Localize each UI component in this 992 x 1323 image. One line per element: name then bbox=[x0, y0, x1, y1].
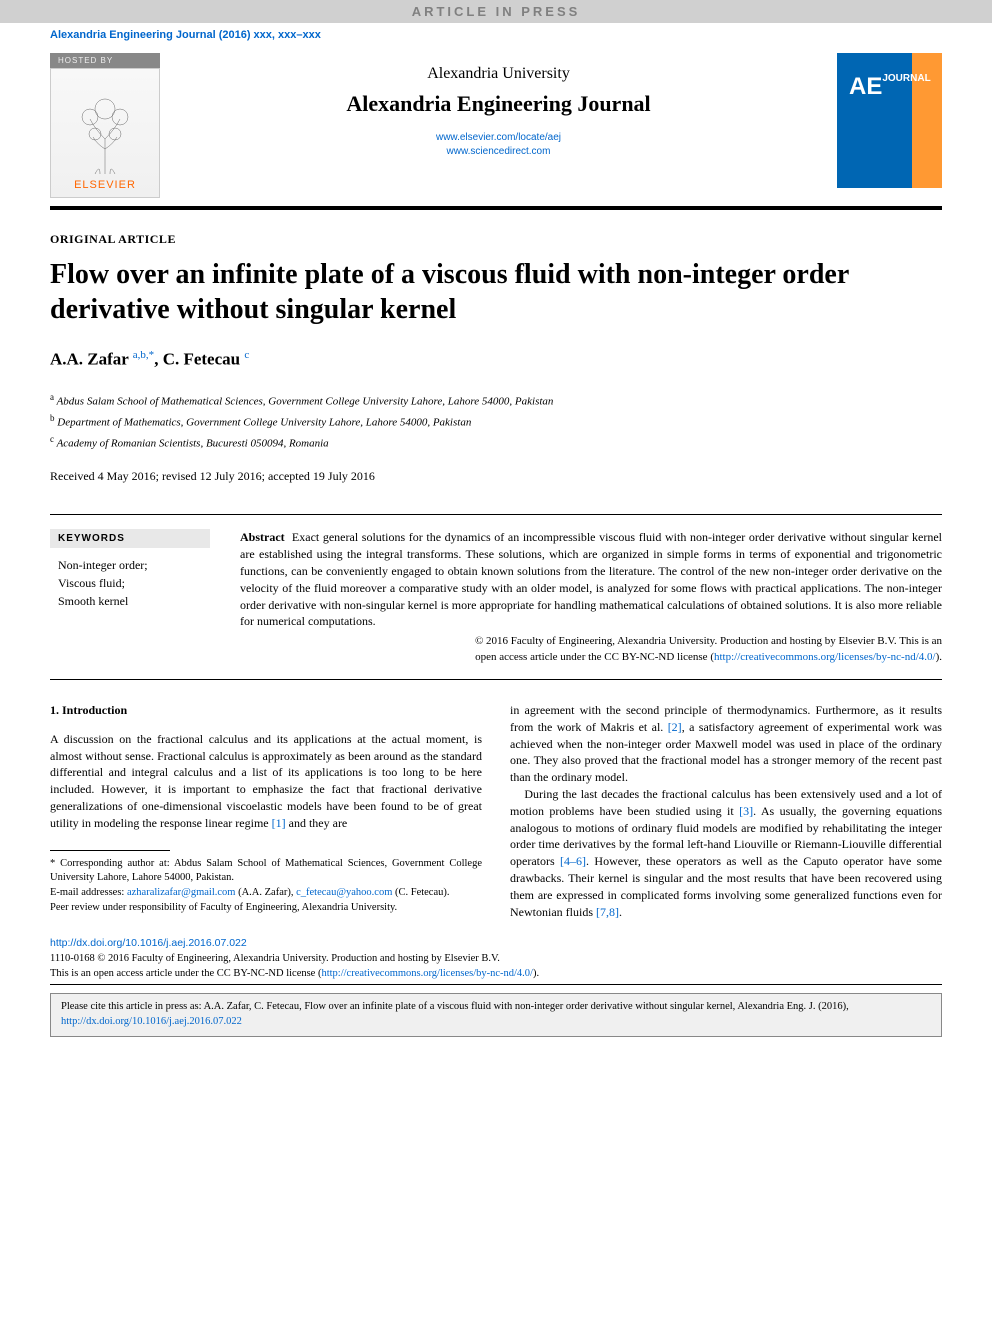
masthead: HOSTED BY ELSEVIER Alexandria University… bbox=[0, 45, 992, 206]
body-columns: 1. Introduction A discussion on the frac… bbox=[50, 702, 942, 920]
hosted-by-box: HOSTED BY ELSEVIER bbox=[50, 53, 160, 198]
copyright-line: © 2016 Faculty of Engineering, Alexandri… bbox=[240, 634, 942, 665]
article-type: ORIGINAL ARTICLE bbox=[50, 232, 942, 247]
citation-header: Alexandria Engineering Journal (2016) xx… bbox=[0, 23, 992, 45]
citation-box: Please cite this article in press as: A.… bbox=[50, 993, 942, 1036]
affiliation-b: Department of Mathematics, Government Co… bbox=[57, 417, 471, 429]
email-link-1[interactable]: azharalizafar@gmail.com bbox=[127, 887, 235, 898]
divider bbox=[50, 514, 942, 515]
email-link-2[interactable]: c_fetecau@yahoo.com bbox=[296, 887, 392, 898]
column-right: in agreement with the second principle o… bbox=[510, 702, 942, 920]
abstract-text: Abstract Exact general solutions for the… bbox=[240, 529, 942, 665]
elsevier-logo: ELSEVIER bbox=[50, 68, 160, 198]
ref-link-1[interactable]: [1] bbox=[272, 816, 286, 830]
abstract-label: Abstract bbox=[240, 530, 285, 544]
oa-cc-link[interactable]: http://creativecommons.org/licenses/by-n… bbox=[321, 968, 533, 979]
footnotes: * Corresponding author at: Abdus Salam S… bbox=[50, 857, 482, 916]
hosted-by-label: HOSTED BY bbox=[50, 53, 160, 68]
keywords-heading: KEYWORDS bbox=[50, 529, 210, 548]
doi-link[interactable]: http://dx.doi.org/10.1016/j.aej.2016.07.… bbox=[50, 937, 247, 949]
col2-paragraph-2: During the last decades the fractional c… bbox=[510, 786, 942, 920]
issn-line: 1110-0168 © 2016 Faculty of Engineering,… bbox=[50, 952, 942, 967]
author-1-affil[interactable]: a,b,* bbox=[133, 349, 154, 361]
ref-link-4-6[interactable]: [4–6] bbox=[560, 854, 586, 868]
ref-link-7-8[interactable]: [7,8] bbox=[596, 905, 619, 919]
open-access-line: This is an open access article under the… bbox=[50, 967, 942, 982]
author-1: A.A. Zafar bbox=[50, 350, 129, 369]
abstract-section: KEYWORDS Non-integer order; Viscous flui… bbox=[50, 529, 942, 665]
affiliation-a: Abdus Salam School of Mathematical Scien… bbox=[57, 395, 554, 407]
author-2-affil[interactable]: c bbox=[244, 349, 249, 361]
article-title: Flow over an infinite plate of a viscous… bbox=[50, 257, 942, 327]
footnote-rule bbox=[50, 850, 170, 851]
col2-paragraph-1: in agreement with the second principle o… bbox=[510, 702, 942, 786]
ref-link-3[interactable]: [3] bbox=[739, 804, 753, 818]
ref-link-2[interactable]: [2] bbox=[668, 720, 682, 734]
divider-thin bbox=[50, 984, 942, 985]
cover-badge: AEJOURNAL bbox=[849, 73, 931, 101]
cc-license-link[interactable]: http://creativecommons.org/licenses/by-n… bbox=[714, 651, 936, 663]
corresponding-author: * Corresponding author at: Abdus Salam S… bbox=[50, 857, 482, 886]
email-addresses: E-mail addresses: azharalizafar@gmail.co… bbox=[50, 886, 482, 901]
elsevier-tree-icon bbox=[65, 89, 145, 179]
abstract-body: Exact general solutions for the dynamics… bbox=[240, 530, 942, 628]
divider bbox=[50, 679, 942, 680]
journal-link-2[interactable]: www.sciencedirect.com bbox=[447, 146, 551, 157]
journal-cover: AEJOURNAL bbox=[837, 53, 942, 188]
citation-text: Alexandria Engineering Journal (2016) xx… bbox=[50, 29, 321, 41]
keywords-box: KEYWORDS Non-integer order; Viscous flui… bbox=[50, 529, 210, 665]
divider-thick bbox=[50, 206, 942, 210]
article-dates: Received 4 May 2016; revised 12 July 201… bbox=[50, 469, 942, 484]
peer-review-note: Peer review under responsibility of Facu… bbox=[50, 901, 482, 916]
intro-paragraph-1: A discussion on the fractional calculus … bbox=[50, 731, 482, 832]
author-2: C. Fetecau bbox=[163, 350, 240, 369]
keywords-list: Non-integer order; Viscous fluid; Smooth… bbox=[50, 556, 210, 610]
journal-header: Alexandria University Alexandria Enginee… bbox=[180, 53, 817, 159]
affiliations: a Abdus Salam School of Mathematical Sci… bbox=[50, 390, 942, 454]
journal-links: www.elsevier.com/locate/aej www.scienced… bbox=[180, 131, 817, 159]
column-left: 1. Introduction A discussion on the frac… bbox=[50, 702, 482, 920]
authors: A.A. Zafar a,b,*, C. Fetecau c bbox=[50, 349, 942, 370]
footer: http://dx.doi.org/10.1016/j.aej.2016.07.… bbox=[0, 936, 992, 981]
section-heading-intro: 1. Introduction bbox=[50, 702, 482, 719]
elsevier-name: ELSEVIER bbox=[74, 179, 136, 197]
article-in-press-banner: ARTICLE IN PRESS bbox=[0, 0, 992, 23]
university-name: Alexandria University bbox=[180, 65, 817, 83]
journal-link-1[interactable]: www.elsevier.com/locate/aej bbox=[436, 132, 561, 143]
journal-name: Alexandria Engineering Journal bbox=[180, 91, 817, 117]
cite-doi-link[interactable]: http://dx.doi.org/10.1016/j.aej.2016.07.… bbox=[61, 1016, 242, 1027]
affiliation-c: Academy of Romanian Scientists, Bucurest… bbox=[57, 438, 329, 450]
